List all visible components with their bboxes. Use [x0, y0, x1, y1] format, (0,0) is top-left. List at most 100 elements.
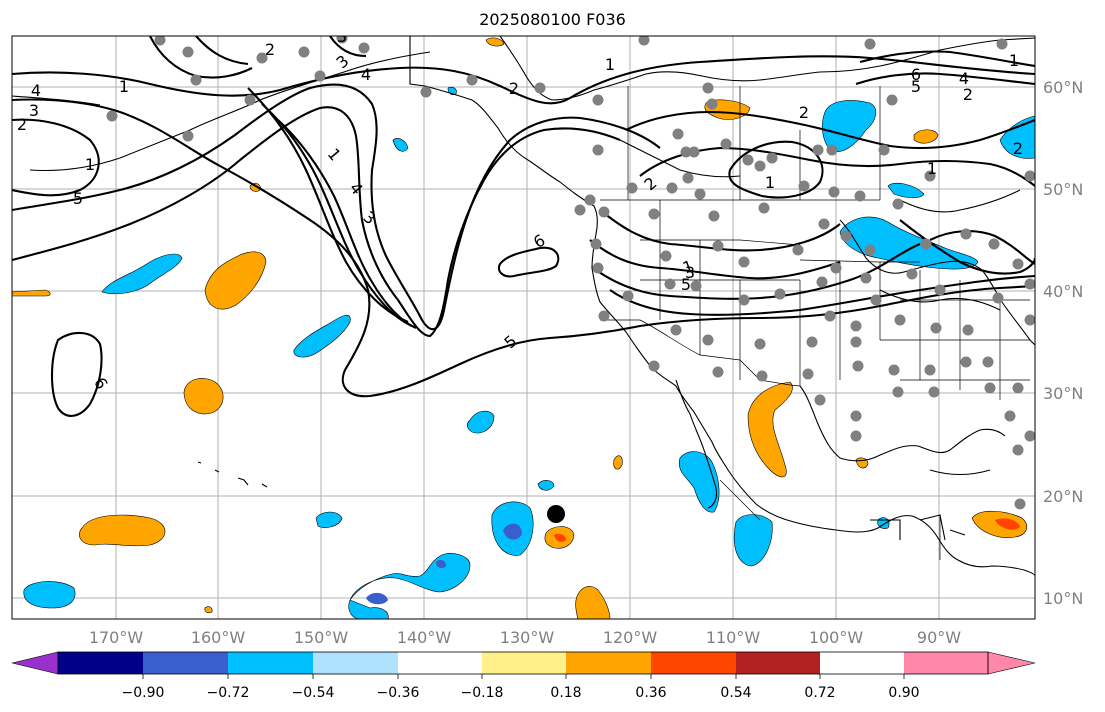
positive-anomaly-patch	[249, 183, 261, 192]
station-dot	[826, 144, 838, 156]
station-dot	[694, 188, 706, 200]
station-dot	[852, 360, 864, 372]
contour-label: 1	[605, 55, 615, 74]
contour-label: 1	[927, 159, 937, 178]
longitude-label: 110°W	[706, 628, 761, 647]
colorbar-segment	[313, 652, 398, 674]
longitude-label: 160°W	[191, 628, 246, 647]
station-dot	[638, 36, 650, 46]
negative-anomaly-patch	[23, 581, 76, 609]
longitude-label: 170°W	[89, 628, 144, 647]
station-dot	[930, 322, 942, 334]
station-dot	[682, 172, 694, 184]
station-dot	[892, 198, 904, 210]
anomaly-fills	[12, 37, 1035, 619]
contour-label: 4	[959, 69, 969, 88]
station-dot	[720, 138, 732, 150]
station-dot	[1024, 430, 1035, 442]
station-dot	[626, 182, 638, 194]
station-dot	[806, 336, 818, 348]
colorbar-segment	[651, 652, 736, 674]
station-dot	[756, 370, 768, 382]
positive-anomaly-patch	[12, 289, 51, 297]
station-dot	[758, 202, 770, 214]
station-dot	[818, 218, 830, 230]
map-frame	[11, 35, 1036, 620]
station-dot	[666, 182, 678, 194]
station-dot	[894, 314, 906, 326]
longitude-labels: 170°W 160°W 150°W 140°W 130°W 120°W 110°W 100°W…	[89, 628, 961, 647]
colorbar-tick-label: −0.18	[461, 685, 504, 701]
station-dot	[598, 206, 610, 218]
contour-label: 1	[85, 155, 95, 174]
station-dot	[920, 238, 932, 250]
contour-label: 5	[681, 275, 691, 294]
station-dot	[592, 94, 604, 106]
colorbar-tick-label: −0.90	[122, 685, 165, 701]
station-dot	[712, 366, 724, 378]
colorbar-segment	[482, 652, 566, 674]
contour-label: 2	[509, 79, 519, 98]
station-dot	[860, 272, 872, 284]
station-dot	[928, 386, 940, 398]
negative-anomaly-patch	[466, 410, 495, 434]
longitude-label: 90°W	[917, 628, 961, 647]
negative-anomaly-patch	[101, 253, 183, 295]
station-dot	[664, 278, 676, 290]
station-dot	[660, 250, 672, 262]
station-dot	[182, 46, 194, 58]
colorbar-tick-label: 0.90	[888, 685, 919, 701]
colorbar-segment	[58, 652, 143, 674]
longitude-label: 150°W	[294, 628, 349, 647]
colorbar-segment	[904, 652, 988, 674]
station-dot	[888, 364, 900, 376]
station-dot	[850, 430, 862, 442]
contour-label: 2	[963, 85, 973, 104]
station-dot	[592, 262, 604, 274]
map-title: 2025080100 F036	[479, 10, 626, 29]
station-dot	[708, 210, 720, 222]
station-dot	[878, 144, 890, 156]
station-dot	[420, 86, 432, 98]
latitude-label: 20°N	[1043, 487, 1083, 506]
station-dot	[962, 324, 974, 336]
station-dot	[960, 356, 972, 368]
colorbar-tick-label: −0.36	[377, 685, 420, 701]
contour-label: 5	[73, 189, 83, 208]
station-dot	[982, 356, 994, 368]
station-dot	[886, 94, 898, 106]
negative-anomaly-patch	[887, 182, 925, 199]
contour-label: 2	[265, 40, 275, 59]
colorbar-extend-max	[987, 651, 1036, 675]
station-markers	[106, 36, 1035, 510]
station-dot	[298, 46, 310, 58]
positive-anomaly-patch	[204, 606, 213, 614]
station-dot	[870, 294, 882, 306]
station-dot	[1024, 314, 1035, 326]
station-dot	[766, 152, 778, 164]
station-dot	[828, 186, 840, 198]
station-dot	[774, 288, 786, 300]
contour-label: 4	[31, 81, 41, 100]
station-dot	[840, 230, 852, 242]
contour-label: 2	[799, 103, 809, 122]
positive-anomaly-patch	[747, 381, 793, 478]
station-dot	[798, 180, 810, 192]
colorbar-tick-labels: −0.90 −0.72 −0.54 −0.36 −0.18 0.18 0.36 0.54 0.7…	[122, 674, 920, 701]
station-dot	[850, 410, 862, 422]
colorbar	[11, 651, 1036, 675]
positive-anomaly-patch	[913, 129, 939, 144]
colorbar-segment	[143, 652, 228, 674]
negative-anomaly-patch	[999, 115, 1035, 159]
station-dot	[1024, 278, 1035, 290]
station-dot	[824, 310, 836, 322]
colorbar-segment	[228, 652, 313, 674]
contour-label: 1	[1009, 51, 1019, 70]
station-dot	[996, 38, 1008, 50]
contour-label: 3	[337, 27, 347, 46]
station-dot	[854, 190, 866, 202]
station-dot	[336, 36, 348, 44]
latitude-labels: 60°N 50°N 40°N 30°N 20°N 10°N	[1043, 78, 1083, 608]
positive-anomaly-patch	[183, 378, 224, 415]
contour-label: 3	[685, 263, 695, 282]
